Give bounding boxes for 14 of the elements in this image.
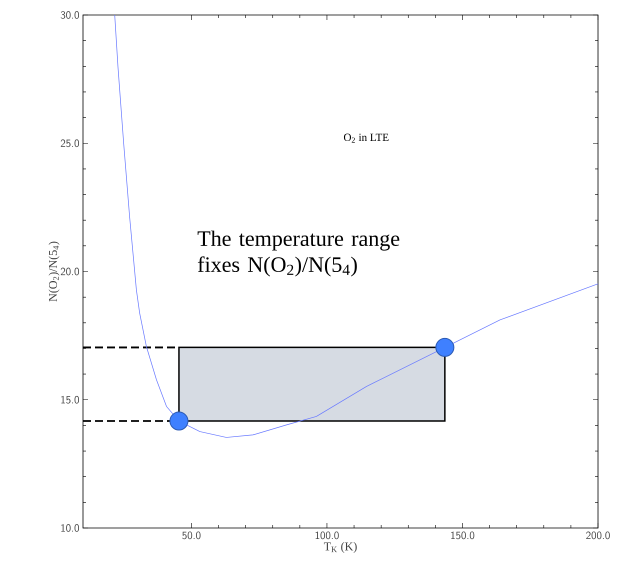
x-tick-label: 50.0 bbox=[182, 532, 201, 540]
x-tick-label: 100.0 bbox=[316, 532, 339, 540]
line-series bbox=[114, 14, 598, 438]
y-tick-label: 15.0 bbox=[61, 396, 80, 404]
y-tick-label: 25.0 bbox=[60, 139, 80, 148]
y-tick-label: 10.0 bbox=[61, 524, 80, 532]
y-tick-label: 20.0 bbox=[60, 268, 80, 276]
x-axis-title: T$_{K}$ (K) bbox=[324, 542, 357, 553]
x-tick-label: 200.0 bbox=[586, 532, 610, 540]
y-axis-title: N(O$_{2}$)/N(5$_{4}$) bbox=[48, 242, 60, 302]
y-tick-label: 30.0 bbox=[60, 11, 80, 19]
annotation: The temperature range fixes N(O$_{2}$)/N(5$_{4}$) bbox=[198, 230, 400, 277]
annotation: O$_{2}$ in LTE bbox=[344, 134, 388, 143]
x-tick-label: 150.0 bbox=[451, 532, 474, 540]
